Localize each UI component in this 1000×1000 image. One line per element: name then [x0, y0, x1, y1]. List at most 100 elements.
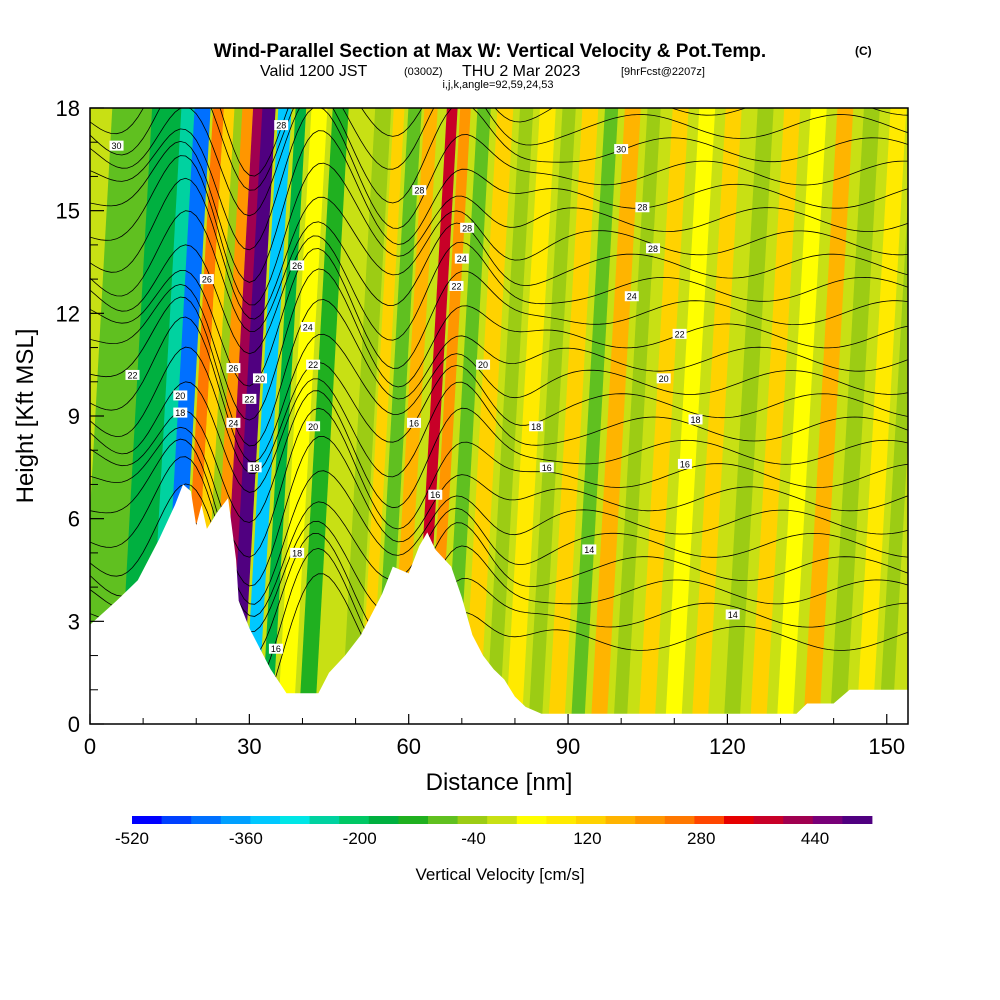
- contour-label: 22: [672, 328, 687, 339]
- contour-labels: 30 30 28 28 28 28 28 26 26 24 24 24 24 22 22 22 22 22 26 20…: [109, 120, 740, 654]
- contour-label-text: 18: [531, 422, 541, 432]
- subtitle-valid: Valid 1200 JST: [260, 63, 368, 80]
- contour-label-text: 22: [451, 281, 461, 291]
- subtitle-utc: (0300Z): [404, 66, 443, 78]
- contour-label: 26: [290, 260, 305, 271]
- contour-label-text: 16: [680, 459, 690, 469]
- velocity-band: [118, 108, 190, 724]
- x-tick-label: 120: [709, 734, 746, 759]
- colorbar: [132, 816, 873, 824]
- velocity-band: [443, 108, 491, 724]
- colorbar-swatch: [783, 816, 814, 824]
- y-axis-label: Height [Kft MSL]: [12, 329, 39, 504]
- contour-label-text: 18: [175, 408, 185, 418]
- contour-label: 30: [614, 144, 629, 155]
- contour-label: 30: [109, 140, 124, 151]
- y-tick-label: 18: [56, 96, 80, 121]
- contour-label-text: 22: [244, 394, 254, 404]
- contour-label: 20: [306, 421, 321, 432]
- theta-contour: [90, 155, 908, 306]
- theta-contour: [90, 268, 908, 421]
- colorbar-tick-label: 280: [687, 829, 715, 848]
- contour-label: 22: [449, 280, 464, 291]
- y-tick-label: 12: [56, 301, 80, 326]
- theta-contour: [90, 108, 908, 251]
- y-axis: 0 3 6 9 12 15 18: [56, 96, 104, 737]
- theta-contour: [90, 390, 908, 523]
- colorbar-swatch: [724, 816, 754, 824]
- colorbar-swatch: [309, 816, 340, 824]
- contour-label: 18: [173, 407, 188, 418]
- contour-label: 26: [199, 274, 214, 285]
- colorbar-swatch: [339, 816, 370, 824]
- contour-label: 28: [646, 243, 661, 254]
- contour-label: 16: [539, 462, 554, 473]
- contour-label-text: 24: [228, 418, 238, 428]
- contour-label: 22: [125, 369, 140, 380]
- colorbar-swatch: [694, 816, 725, 824]
- velocity-band: [613, 108, 661, 724]
- contour-label: 24: [226, 417, 241, 428]
- colorbar-swatch: [280, 816, 310, 824]
- theta-contour: [90, 108, 908, 217]
- colorbar-swatch: [546, 816, 577, 824]
- contour-label-text: 16: [542, 463, 552, 473]
- colorbar-tick-label: -520: [115, 829, 149, 848]
- y-tick-label: 15: [56, 199, 80, 224]
- contour-label-text: 28: [648, 244, 658, 254]
- contour-label-text: 20: [659, 374, 669, 384]
- contour-label: 16: [268, 643, 283, 654]
- velocity-band: [638, 108, 689, 724]
- theta-contour: [90, 108, 908, 191]
- contour-label-text: 20: [175, 391, 185, 401]
- colorbar-swatch: [664, 816, 695, 824]
- contour-label: 18: [247, 462, 262, 473]
- contour-label-text: 20: [255, 374, 265, 384]
- colorbar-tick-label: -200: [343, 829, 377, 848]
- x-tick-label: 90: [556, 734, 580, 759]
- colorbar-tick-label: 440: [801, 829, 829, 848]
- x-tick-label: 150: [868, 734, 905, 759]
- colorbar-swatch: [487, 816, 518, 824]
- colorbar-label: Vertical Velocity [cm/s]: [415, 865, 584, 884]
- contour-label-text: 20: [308, 422, 318, 432]
- theta-contour: [90, 210, 908, 332]
- contour-label-text: 24: [303, 323, 313, 333]
- velocity-band: [341, 108, 392, 724]
- subtitle-date: THU 2 Mar 2023: [462, 63, 580, 80]
- contour-label: 28: [274, 120, 289, 131]
- colorbar-swatch: [516, 816, 547, 824]
- colorbar-swatch: [812, 816, 843, 824]
- colorbar-swatch: [191, 816, 222, 824]
- velocity-band: [590, 108, 641, 724]
- x-axis: 0 30 60 90 120 150: [84, 714, 905, 759]
- colorbar-swatch: [457, 816, 488, 824]
- velocity-band: [803, 108, 854, 724]
- contour-label-text: 14: [728, 610, 738, 620]
- velocity-band: [691, 108, 742, 724]
- contour-label: 20: [252, 373, 267, 384]
- colorbar-swatch: [842, 816, 873, 824]
- x-tick-label: 0: [84, 734, 96, 759]
- contour-label: 28: [460, 222, 475, 233]
- colorbar-swatch: [428, 816, 458, 824]
- y-tick-label: 0: [68, 712, 80, 737]
- contour-label-text: 16: [430, 490, 440, 500]
- x-axis-label: Distance [nm]: [426, 769, 573, 796]
- colorbar-swatch: [368, 816, 399, 824]
- contour-label-text: 26: [292, 261, 302, 271]
- contour-label: 22: [306, 359, 321, 370]
- velocity-band: [571, 108, 619, 724]
- contour-label-text: 30: [112, 141, 122, 151]
- contour-label: 18: [290, 547, 305, 558]
- velocity-band: [548, 108, 599, 724]
- velocity-band: [228, 108, 276, 724]
- contour-label: 20: [173, 390, 188, 401]
- contour-label-text: 22: [308, 360, 318, 370]
- contour-label: 28: [635, 202, 650, 213]
- contour-label-text: 24: [457, 254, 467, 264]
- contour-label-text: 22: [675, 329, 685, 339]
- theta-contour: [90, 378, 908, 493]
- contour-label-text: 28: [462, 223, 472, 233]
